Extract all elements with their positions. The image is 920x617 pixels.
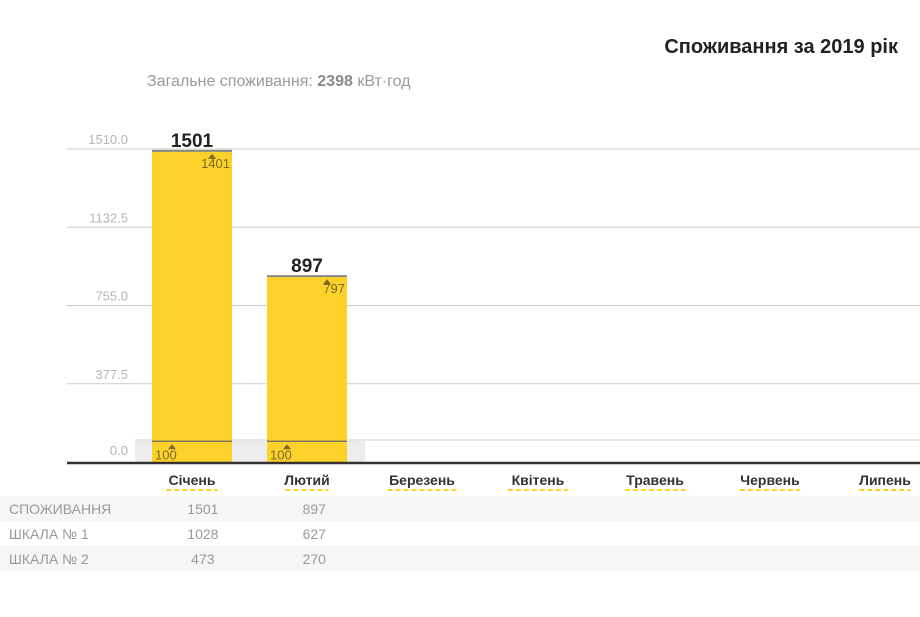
table-cell [479,546,590,571]
bar-total-label: 1501 [171,131,214,152]
series2-value-label: 100 [270,447,292,462]
table-cell [590,521,700,546]
month-label-4[interactable]: Квітень [512,472,565,488]
table-cell: 270 [258,546,370,571]
table-cell: 897 [258,496,370,521]
table-cell [809,546,920,571]
bar-total-label: 897 [291,256,323,277]
series2-value-label: 100 [155,447,177,462]
table-row: ШКАЛА № 1 1028 627 [0,521,920,546]
table-cell [700,521,810,546]
table-cell [480,521,590,546]
subtitle-total-value: 2398 [317,73,353,90]
marker-triangle-icon [168,444,176,450]
table-row: СПОЖИВАННЯ 1501 897 [0,496,920,521]
table-cell: 473 [147,546,259,571]
table-cell [370,521,480,546]
series1-value-label: 797 [323,281,345,296]
y-tick-label: 1132.5 [89,210,128,225]
bar-segment-scale1[interactable] [152,150,232,442]
bar-segment-scale1[interactable] [267,276,347,442]
table-cell [369,496,480,521]
table-cell: 627 [302,525,326,542]
table-cell [699,496,810,521]
month-label-7[interactable]: Липень [859,472,911,488]
y-tick-label: 755.0 [95,289,128,304]
table-cell [479,496,590,521]
month-label-6[interactable]: Червень [740,472,800,488]
table-cell [589,496,700,521]
marker-triangle-icon [283,444,291,450]
table-row: ШКАЛА № 2 473 270 [0,546,920,571]
y-tick-label: 1510.0 [88,132,128,147]
y-tick-label: 377.5 [95,367,128,382]
marker-triangle-icon [208,153,216,159]
row-label: СПОЖИВАННЯ [0,496,148,521]
subtitle-unit: кВт·год [357,73,411,90]
month-label-1[interactable]: Січень [169,472,216,488]
row-label: ШКАЛА № 2 [0,546,148,571]
table-cell [699,546,810,571]
month-label-5[interactable]: Травень [626,472,684,488]
table-cell: 1028 [187,525,219,542]
month-label-3[interactable]: Березень [389,472,455,488]
table-cell [809,496,920,521]
table-cell [810,521,920,546]
marker-triangle-icon [323,279,331,285]
row-label: ШКАЛА № 1 [9,525,89,542]
table-cell: 1501 [147,496,259,521]
subtitle-prefix: Загальне споживання: [147,73,313,90]
consumption-data-table: СПОЖИВАННЯ 1501 897 ШКАЛА № 1 1028 627 ШКАЛА №… [0,496,920,571]
table-cell [589,546,700,571]
series1-value-label: 1401 [201,156,230,171]
y-tick-label: 0.0 [110,443,128,458]
month-label-2[interactable]: Лютий [284,472,330,488]
consumption-bar-chart: 0.0 377.5 755.0 1132.5 1510.0 1501 1401 100 8977… [67,131,920,491]
chart-subtitle: Загальне споживання: 2398 кВт·год [147,73,411,91]
chart-title: Споживання за 2019 рік [664,36,898,58]
table-cell [369,546,480,571]
